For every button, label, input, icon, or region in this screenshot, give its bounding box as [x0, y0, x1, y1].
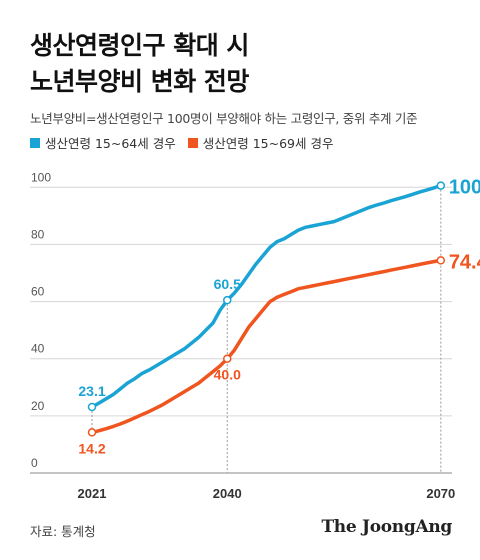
- data-point-2-2040: [223, 354, 232, 363]
- series-line-1: [90, 183, 443, 409]
- y-tick-label-80: 80: [31, 227, 45, 241]
- data-label-1-2040: 60.5: [214, 276, 241, 292]
- data-point-2-2070: [436, 256, 446, 265]
- series-line-2: [90, 258, 443, 435]
- data-label-1-2070: 100.6: [449, 177, 480, 199]
- data-label-2-2021: 14.2: [78, 440, 105, 456]
- data-label-2-2040: 40.0: [214, 367, 241, 383]
- chart-legend: 생산연령 15~64세 경우 생산연령 15~69세 경우: [30, 133, 333, 152]
- x-tick-label-2040: 2040: [213, 486, 242, 501]
- y-tick-label-100: 100: [31, 170, 51, 184]
- data-label-2-2070: 74.4: [449, 251, 480, 273]
- chart-title: 생산연령인구 확대 시 노년부양비 변화 전망: [30, 28, 249, 100]
- title-line-1: 생산연령인구 확대 시: [30, 31, 249, 60]
- legend-item-series-2: 생산연령 15~69세 경우: [187, 133, 334, 152]
- legend-label-series-2: 생산연령 15~69세 경우: [202, 136, 334, 151]
- legend-label-series-1: 생산연령 15~64세 경우: [45, 136, 176, 151]
- y-tick-label-20: 20: [31, 399, 45, 413]
- legend-swatch-series-1: [30, 137, 40, 148]
- x-tick-label-2021: 2021: [78, 486, 107, 501]
- data-point-1-2021: [87, 402, 97, 412]
- brand-logo: The JoongAng: [321, 517, 452, 537]
- y-tick-label-0: 0: [31, 456, 38, 470]
- legend-item-series-1: 생산연령 15~64세 경우: [30, 133, 176, 152]
- y-tick-label-60: 60: [31, 285, 45, 299]
- title-line-2: 노년부양비 변화 전망: [30, 67, 249, 96]
- data-point-1-2040: [223, 295, 232, 305]
- data-point-2-2021: [87, 428, 97, 437]
- data-label-1-2021: 23.1: [78, 383, 105, 399]
- legend-swatch-series-2: [187, 137, 198, 148]
- data-point-1-2070: [436, 181, 446, 190]
- y-tick-label-40: 40: [31, 342, 45, 356]
- x-tick-label-2070: 2070: [426, 486, 455, 501]
- source-note: 자료: 통계청: [30, 524, 96, 539]
- chart-subtitle: 노년부양비=생산연령인구 100명이 부양해야 하는 고령인구, 중위 추계 기…: [30, 111, 418, 126]
